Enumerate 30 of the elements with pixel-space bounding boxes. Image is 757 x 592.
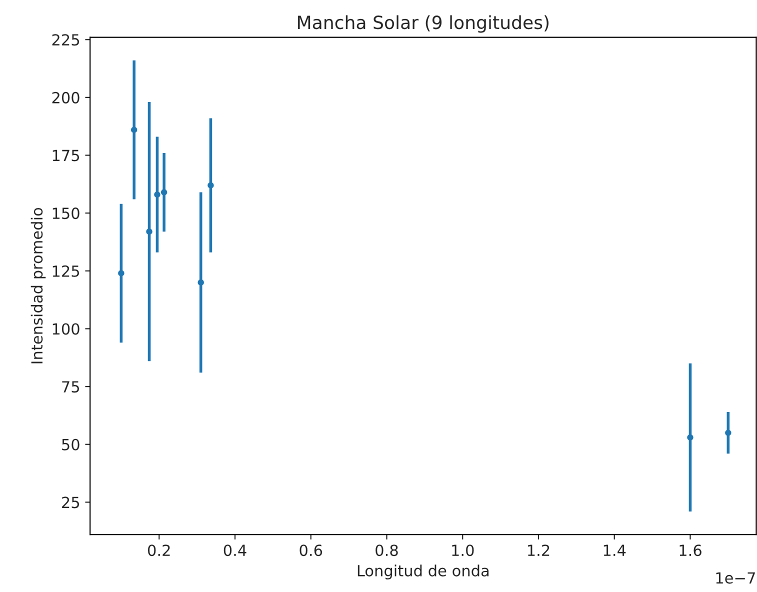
y-axis-title: Intensidad promedio bbox=[30, 208, 46, 364]
point bbox=[146, 228, 152, 235]
x-tick-label: 0.2 bbox=[148, 544, 170, 556]
point bbox=[118, 270, 124, 276]
y-tick-label: 50 bbox=[62, 438, 80, 450]
y-tick-label: 200 bbox=[52, 92, 80, 104]
y-tick-label: 125 bbox=[52, 265, 80, 277]
x-tick-label: 1.2 bbox=[528, 544, 550, 556]
point bbox=[208, 182, 214, 188]
text: 1e−7 bbox=[716, 572, 755, 584]
x-tick-label: 0.4 bbox=[224, 544, 246, 556]
y-tick-label: 25 bbox=[62, 496, 80, 508]
point bbox=[154, 191, 160, 198]
x-tick-label: 0.8 bbox=[376, 544, 398, 556]
y-tick-label: 150 bbox=[52, 208, 80, 220]
point bbox=[130, 126, 138, 133]
y-tick-label: 175 bbox=[52, 150, 80, 162]
x-tick-label: 1.0 bbox=[452, 544, 474, 556]
chart-title: Mancha Solar (9 longitudes) bbox=[298, 15, 549, 33]
point bbox=[160, 189, 168, 196]
x-tick-label: 0.6 bbox=[300, 544, 322, 556]
y-tick-label: 225 bbox=[52, 34, 80, 46]
x-tick-label: 1.6 bbox=[680, 544, 702, 556]
point bbox=[725, 430, 732, 436]
point bbox=[198, 279, 204, 286]
x-tick-label: 1.4 bbox=[604, 544, 626, 556]
y-tick-label: 100 bbox=[52, 323, 80, 335]
point bbox=[687, 434, 694, 441]
y-tick-label: 75 bbox=[62, 381, 80, 393]
x-axis-title: Longitud de onda bbox=[358, 564, 489, 580]
